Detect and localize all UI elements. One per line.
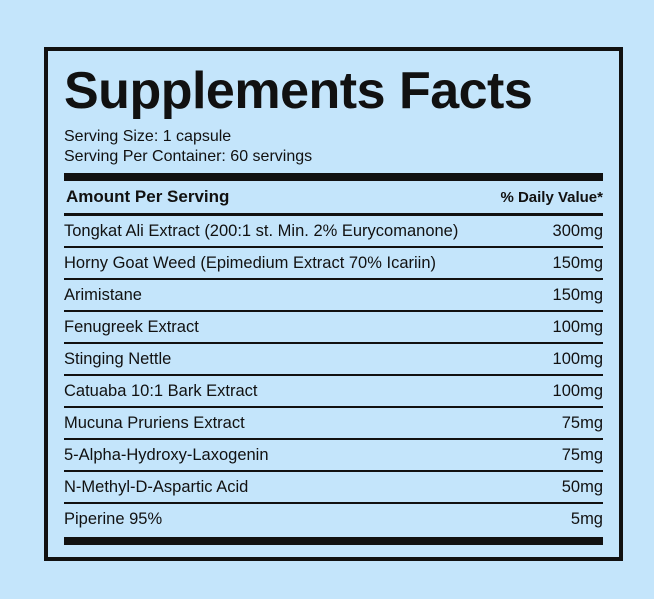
ingredient-row: Fenugreek Extract 100mg	[64, 312, 603, 344]
thick-divider-top	[64, 173, 603, 181]
serving-size: Serving Size: 1 capsule	[64, 128, 232, 145]
ingredient-name: N-Methyl-D-Aspartic Acid	[64, 477, 249, 496]
ingredient-name: 5-Alpha-Hydroxy-Laxogenin	[64, 445, 269, 464]
ingredient-row: Tongkat Ali Extract (200:1 st. Min. 2% E…	[64, 216, 603, 248]
ingredient-row: Horny Goat Weed (Epimedium Extract 70% I…	[64, 248, 603, 280]
ingredient-amount: 50mg	[561, 477, 603, 496]
ingredient-amount: 100mg	[552, 349, 603, 368]
ingredient-name: Fenugreek Extract	[64, 317, 199, 336]
ingredient-row: N-Methyl-D-Aspartic Acid 50mg	[64, 472, 603, 504]
ingredient-amount: 75mg	[561, 413, 603, 432]
ingredient-amount: 5mg	[570, 509, 603, 528]
ingredient-row: 5-Alpha-Hydroxy-Laxogenin 75mg	[64, 440, 603, 472]
ingredient-name: Catuaba 10:1 Bark Extract	[64, 381, 258, 400]
header-divider	[64, 213, 603, 216]
ingredient-name: Tongkat Ali Extract (200:1 st. Min. 2% E…	[64, 221, 459, 240]
ingredient-amount: 300mg	[552, 221, 603, 240]
ingredient-amount: 75mg	[561, 445, 603, 464]
ingredient-name: Horny Goat Weed (Epimedium Extract 70% I…	[64, 253, 436, 272]
ingredient-amount: 150mg	[552, 253, 603, 272]
amount-per-serving-header: Amount Per Serving	[66, 187, 230, 206]
ingredient-amount: 100mg	[552, 317, 603, 336]
daily-value-header: % Daily Value*	[500, 188, 603, 206]
ingredient-name: Arimistane	[64, 285, 142, 304]
label-title: Supplements Facts	[64, 62, 533, 120]
ingredient-amount: 100mg	[552, 381, 603, 400]
ingredient-list: Tongkat Ali Extract (200:1 st. Min. 2% E…	[64, 216, 603, 534]
ingredient-row: Mucuna Pruriens Extract 75mg	[64, 408, 603, 440]
ingredient-amount: 150mg	[552, 285, 603, 304]
ingredient-name: Mucuna Pruriens Extract	[64, 413, 245, 432]
supplement-facts-panel: Supplements Facts Serving Size: 1 capsul…	[44, 47, 623, 561]
ingredient-row: Piperine 95% 5mg	[64, 504, 603, 534]
thick-divider-bottom	[64, 537, 603, 545]
ingredient-name: Stinging Nettle	[64, 349, 172, 368]
servings-per-container: Serving Per Container: 60 servings	[64, 148, 313, 165]
ingredient-row: Stinging Nettle 100mg	[64, 344, 603, 376]
column-header-row: Amount Per Serving % Daily Value*	[64, 185, 603, 209]
ingredient-row: Catuaba 10:1 Bark Extract 100mg	[64, 376, 603, 408]
ingredient-name: Piperine 95%	[64, 509, 163, 528]
ingredient-row: Arimistane 150mg	[64, 280, 603, 312]
